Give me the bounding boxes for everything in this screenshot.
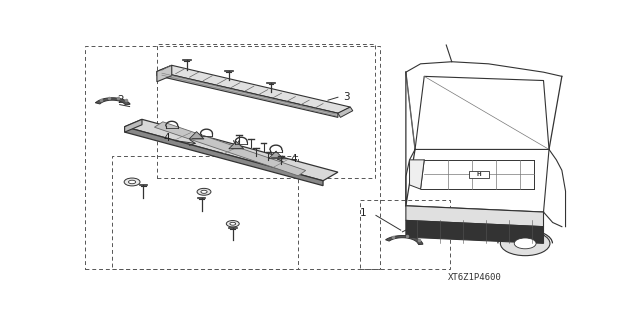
Polygon shape (406, 206, 543, 227)
Text: 2: 2 (412, 223, 418, 234)
Polygon shape (157, 65, 172, 82)
Circle shape (201, 190, 207, 193)
Polygon shape (229, 141, 244, 149)
Bar (112, 156, 298, 269)
Text: H: H (477, 172, 481, 177)
Polygon shape (269, 151, 284, 159)
Circle shape (227, 220, 239, 227)
Text: 1: 1 (360, 208, 366, 218)
Text: XT6Z1P4600: XT6Z1P4600 (447, 272, 501, 282)
Circle shape (197, 188, 211, 195)
Polygon shape (189, 132, 204, 139)
Text: 2: 2 (117, 95, 124, 105)
Polygon shape (385, 235, 423, 245)
Circle shape (500, 231, 550, 256)
Circle shape (129, 180, 136, 184)
Text: 3: 3 (343, 92, 349, 102)
Polygon shape (125, 119, 142, 132)
Polygon shape (410, 160, 424, 189)
Bar (85, 46, 380, 269)
Circle shape (230, 222, 236, 225)
Text: 4: 4 (290, 154, 296, 164)
Polygon shape (125, 127, 323, 186)
Bar (157, 44, 375, 178)
Polygon shape (125, 119, 338, 181)
Bar (469, 171, 489, 178)
Bar (360, 200, 449, 269)
Polygon shape (154, 122, 306, 176)
Text: 4: 4 (163, 133, 170, 143)
Polygon shape (157, 71, 338, 117)
Polygon shape (157, 65, 350, 113)
Polygon shape (338, 107, 353, 117)
Polygon shape (95, 98, 130, 105)
Polygon shape (406, 220, 543, 243)
Circle shape (124, 178, 140, 186)
Circle shape (515, 238, 536, 249)
